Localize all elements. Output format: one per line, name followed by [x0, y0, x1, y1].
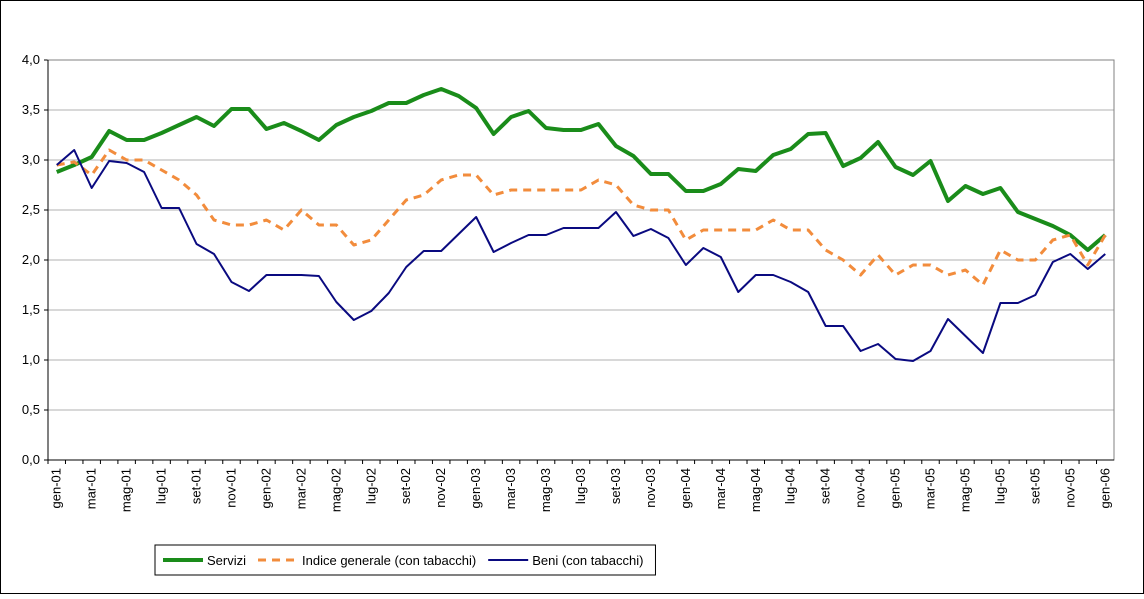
x-tick-label: mag-05 — [957, 468, 972, 512]
x-tick-label: gen-01 — [49, 468, 64, 508]
x-tick-label: nov-01 — [223, 468, 238, 508]
series-line — [56, 149, 1106, 362]
x-tick-label: mag-02 — [328, 468, 343, 512]
x-tick-label: gen-03 — [468, 468, 483, 508]
x-tick-label: set-04 — [818, 468, 833, 504]
x-tick-label: lug-05 — [992, 468, 1007, 504]
x-tick-label: gen-04 — [678, 468, 693, 508]
y-tick-label: 0,5 — [22, 402, 40, 417]
y-tick-label: 4,0 — [22, 52, 40, 67]
legend: Servizi Indice generale (con tabacchi) Ben… — [154, 544, 656, 576]
x-tick-label: mar-05 — [923, 468, 938, 509]
x-tick-label: mar-04 — [713, 468, 728, 509]
x-tick-label: nov-05 — [1062, 468, 1077, 508]
legend-label: Indice generale (con tabacchi) — [302, 553, 476, 568]
x-tick-label: nov-03 — [643, 468, 658, 508]
x-tick-label: mag-01 — [119, 468, 134, 512]
x-tick-label: mag-04 — [748, 468, 763, 512]
y-tick-label: 2,0 — [22, 252, 40, 267]
legend-label: Servizi — [207, 553, 246, 568]
y-tick-label: 0,0 — [22, 452, 40, 467]
legend-box — [154, 544, 656, 576]
legend-label: Beni (con tabacchi) — [532, 553, 643, 568]
x-tick-label: gen-02 — [258, 468, 273, 508]
x-tick-label: lug-02 — [363, 468, 378, 504]
x-tick-label: mag-03 — [538, 468, 553, 512]
x-tick-label: set-05 — [1027, 468, 1042, 504]
y-tick-label: 1,0 — [22, 352, 40, 367]
x-tick-label: gen-06 — [1097, 468, 1112, 508]
y-tick-label: 3,0 — [22, 152, 40, 167]
y-tick-label: 2,5 — [22, 202, 40, 217]
series-line — [55, 87, 1107, 252]
series-line — [56, 148, 1107, 287]
x-tick-label: gen-05 — [888, 468, 903, 508]
x-tick-label: lug-03 — [573, 468, 588, 504]
y-tick-label: 1,5 — [22, 302, 40, 317]
x-tick-label: set-03 — [608, 468, 623, 504]
x-tick-label: nov-04 — [853, 468, 868, 508]
x-tick-label: set-01 — [189, 468, 204, 504]
x-tick-label: mar-02 — [293, 468, 308, 509]
x-tick-label: nov-02 — [433, 468, 448, 508]
x-tick-label: lug-04 — [783, 468, 798, 504]
x-tick-label: mar-01 — [84, 468, 99, 509]
x-tick-label: set-02 — [398, 468, 413, 504]
x-tick-label: mar-03 — [503, 468, 518, 509]
x-tick-label: lug-01 — [154, 468, 169, 504]
y-tick-label: 3,5 — [22, 102, 40, 117]
